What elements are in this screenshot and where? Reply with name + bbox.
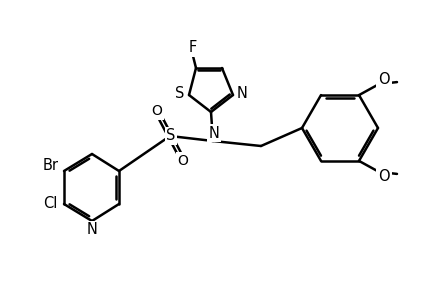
Text: O: O bbox=[378, 72, 390, 87]
Text: O: O bbox=[152, 104, 162, 118]
Text: N: N bbox=[86, 222, 98, 237]
Text: O: O bbox=[378, 170, 390, 184]
Text: F: F bbox=[189, 41, 197, 55]
Text: O: O bbox=[178, 154, 188, 168]
Text: Cl: Cl bbox=[43, 197, 57, 212]
Text: S: S bbox=[166, 128, 176, 143]
Text: S: S bbox=[175, 87, 185, 101]
Text: N: N bbox=[209, 126, 219, 141]
Text: Br: Br bbox=[43, 158, 59, 174]
Text: N: N bbox=[237, 87, 248, 101]
